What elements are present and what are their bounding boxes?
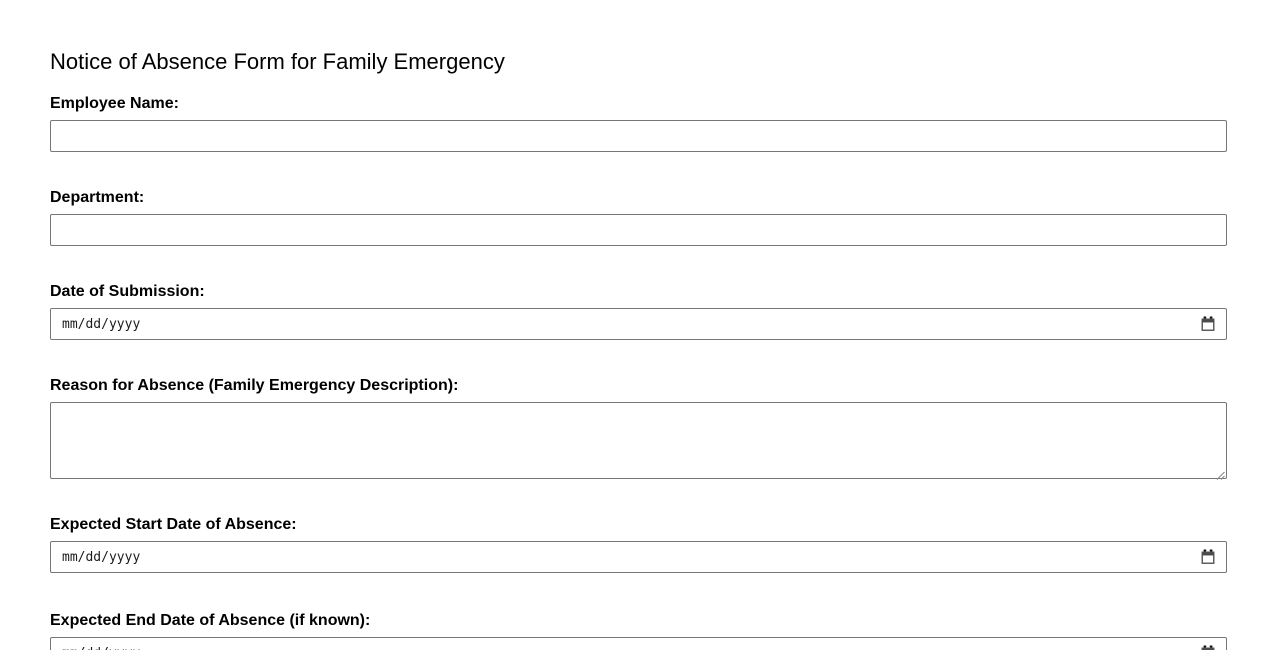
department-label: Department:: [50, 189, 145, 206]
date-of-submission-input[interactable]: mm/dd/yyyy: [50, 308, 1227, 340]
reason-textarea[interactable]: [50, 402, 1227, 479]
page-title: Notice of Absence Form for Family Emerge…: [50, 49, 505, 74]
employee-name-input[interactable]: [50, 120, 1227, 152]
expected-end-date-label: Expected End Date of Absence (if known):: [50, 612, 371, 629]
reason-for-absence-label: Reason for Absence (Family Emergency Des…: [50, 377, 459, 394]
calendar-icon[interactable]: [1200, 644, 1215, 650]
date-placeholder[interactable]: mm/dd/yyyy: [62, 646, 140, 650]
calendar-icon[interactable]: [1200, 548, 1215, 566]
department-input[interactable]: [50, 214, 1227, 246]
field-expected-end-date: Expected End Date of Absence (if known):…: [50, 613, 1278, 650]
date-placeholder[interactable]: mm/dd/yyyy: [62, 316, 141, 332]
expected-start-date-label: Expected Start Date of Absence:: [50, 516, 297, 533]
field-expected-start-date: Expected Start Date of Absence: mm/dd/yy…: [50, 517, 1278, 573]
resize-handle-icon[interactable]: [1215, 467, 1225, 480]
field-reason-for-absence: Reason for Absence (Family Emergency Des…: [50, 377, 1278, 480]
expected-end-date-input[interactable]: mm/dd/yyyy: [50, 637, 1227, 650]
field-employee-name: Employee Name:: [50, 96, 1278, 152]
field-department: Department:: [50, 190, 1278, 246]
date-placeholder[interactable]: mm/dd/yyyy: [62, 549, 141, 565]
reason-textarea-wrap: [50, 402, 1227, 480]
date-of-submission-label: Date of Submission:: [50, 283, 205, 300]
field-date-of-submission: Date of Submission: mm/dd/yyyy: [50, 284, 1278, 340]
calendar-icon[interactable]: [1200, 315, 1215, 333]
employee-name-label: Employee Name:: [50, 95, 179, 112]
expected-start-date-input[interactable]: mm/dd/yyyy: [50, 541, 1227, 573]
